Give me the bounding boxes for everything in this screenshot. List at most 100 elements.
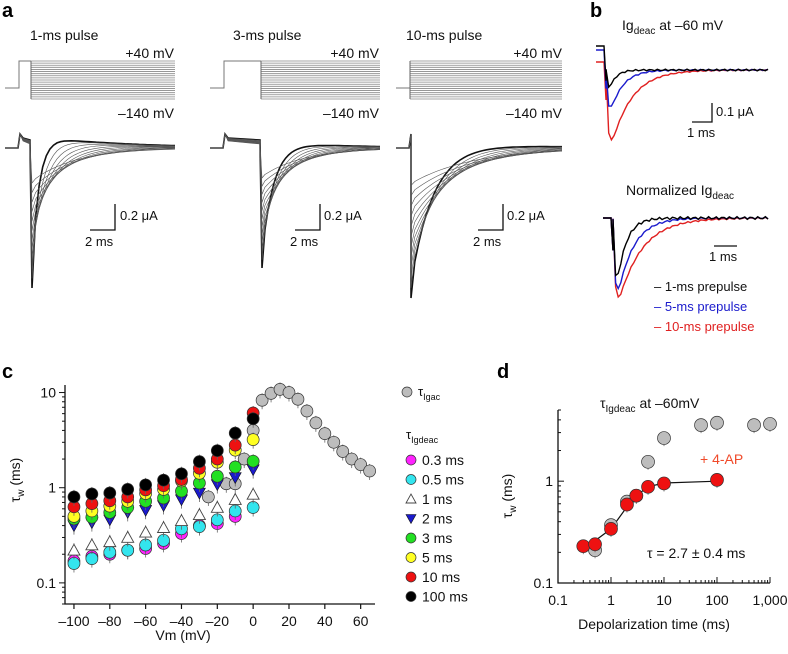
data-point	[300, 404, 314, 418]
data-point	[103, 534, 117, 548]
data-point	[156, 520, 171, 533]
voltage-high-label: +40 mV	[513, 45, 562, 61]
scale-bar-time-label: 2 ms	[290, 234, 319, 249]
legend-label: 0.5 ms	[422, 472, 464, 488]
x-tick-label: 0	[249, 613, 257, 629]
current-traces	[5, 131, 176, 289]
scale-bar-current-label: 0.2 μA	[120, 208, 158, 223]
voltage-high-label: +40 mV	[330, 45, 379, 61]
x-tick-label: 60	[353, 613, 369, 629]
normalized-trace-5ms	[603, 216, 769, 291]
data-point	[763, 417, 777, 431]
trace-10ms-prepulse	[596, 61, 769, 142]
current-trace	[210, 132, 381, 203]
scale-bar: 1 ms	[709, 245, 738, 264]
legend-label-main: τ	[418, 384, 424, 399]
legend-marker	[405, 474, 417, 485]
data-point	[210, 444, 224, 458]
panel-letter-c: c	[2, 361, 13, 383]
data-point	[246, 487, 260, 500]
data-point	[139, 478, 152, 492]
axes: 0.1 1 10 100 1,000 0.1 1	[534, 409, 788, 608]
x-tick-label: 1,000	[752, 592, 787, 608]
x-tick-label: 0.1	[548, 592, 568, 608]
title-sub: deac	[712, 191, 734, 202]
deactivation-traces	[596, 45, 769, 142]
subpanel-title: 1-ms pulse	[30, 27, 99, 43]
legend-label: 100 ms	[422, 589, 468, 605]
legend-label: 10 ms	[422, 569, 460, 585]
data-point	[228, 460, 242, 474]
data-point	[85, 552, 99, 565]
data-point	[309, 416, 323, 430]
legend-marker	[405, 571, 417, 583]
annotation-tau: τ = 2.7 ± 0.4 ms	[647, 545, 745, 561]
y-tick-label: 0.1	[534, 575, 554, 591]
legend-label: 3 ms	[422, 530, 452, 546]
data-marks	[576, 415, 777, 559]
data-point	[85, 487, 99, 501]
prepulse-line	[396, 61, 411, 89]
legend-marker	[405, 532, 417, 544]
current-trace	[5, 133, 175, 250]
current-traces	[396, 133, 563, 299]
x-tick-label: 100	[705, 592, 729, 608]
legend-title-deac: τIgdeac	[406, 427, 439, 445]
x-tick-label: –60	[134, 613, 158, 629]
data-point	[710, 415, 724, 430]
subpanel-title: 10-ms pulse	[406, 27, 482, 43]
prepulse-line	[5, 60, 31, 89]
subpanel-title: 3-ms pulse	[233, 27, 302, 43]
data-point	[657, 476, 671, 491]
panel-b-top-title: Igdeac at –60 mV	[622, 17, 724, 37]
series-1-ms	[67, 487, 260, 560]
voltage-high-label: +40 mV	[125, 45, 174, 61]
panel-letter-d: d	[497, 361, 509, 383]
legend-marker	[405, 493, 417, 504]
legend-label: 0.3 ms	[422, 452, 464, 468]
data-point	[157, 473, 170, 487]
voltage-protocol	[396, 60, 562, 100]
current-trace	[210, 132, 381, 179]
subpanel-10ms: 10-ms pulse +40 mV –140 mV 0.2 μA 2 ms	[396, 27, 563, 299]
y-tick-label: 1	[545, 473, 553, 489]
scale-bar-current-label: 0.1 μA	[716, 104, 754, 119]
current-trace	[5, 133, 175, 241]
subpanel-1ms: 1-ms pulse +40 mV –140 mV 0.2 μA 2 ms	[5, 27, 176, 289]
data-point	[588, 537, 602, 552]
data-point	[291, 392, 305, 406]
series-control	[588, 415, 777, 559]
data-point	[67, 490, 81, 504]
current-trace	[210, 133, 380, 252]
current-trace	[5, 132, 176, 184]
data-point	[210, 500, 225, 513]
legend: – 1-ms prepulse – 5-ms prepulse – 10-ms …	[654, 279, 754, 334]
legend-label-gac: τIgac	[418, 384, 441, 402]
chart-title: τIgdeac at –60mV	[600, 395, 700, 415]
voltage-low-label: –140 mV	[323, 105, 380, 121]
x-axis-label: Vm (mV)	[155, 627, 210, 643]
scale-bar: 0.1 μA 1 ms	[687, 103, 754, 140]
data-point	[620, 497, 634, 512]
current-trace	[5, 133, 175, 231]
panel-b-bottom-title: Normalized Igdeac	[626, 182, 734, 202]
data-point	[246, 433, 260, 446]
x-tick-label: 1	[607, 592, 615, 608]
current-traces	[210, 131, 381, 269]
subpanel-3ms: 3-ms pulse +40 mV –140 mV 0.2 μA 2 ms	[210, 27, 381, 269]
y-tick-label: 10	[40, 385, 56, 401]
data-point	[641, 479, 655, 494]
scale-bar-time-label: 1 ms	[687, 125, 716, 140]
data-point	[694, 418, 708, 432]
data-point	[228, 426, 242, 440]
data-point	[747, 418, 761, 432]
panel-letter-a: a	[2, 0, 14, 22]
series--4-ap	[576, 473, 724, 555]
legend-marker	[405, 514, 417, 525]
data-point	[120, 530, 135, 543]
legend-title-main: τ	[406, 427, 412, 442]
y-tick-label: 1	[48, 480, 56, 496]
scale-bar-time-label: 1 ms	[709, 249, 738, 264]
data-point	[85, 538, 99, 551]
panel-b: b Igdeac at –60 mV 0.1 μA 1 ms Normalize…	[590, 0, 769, 334]
